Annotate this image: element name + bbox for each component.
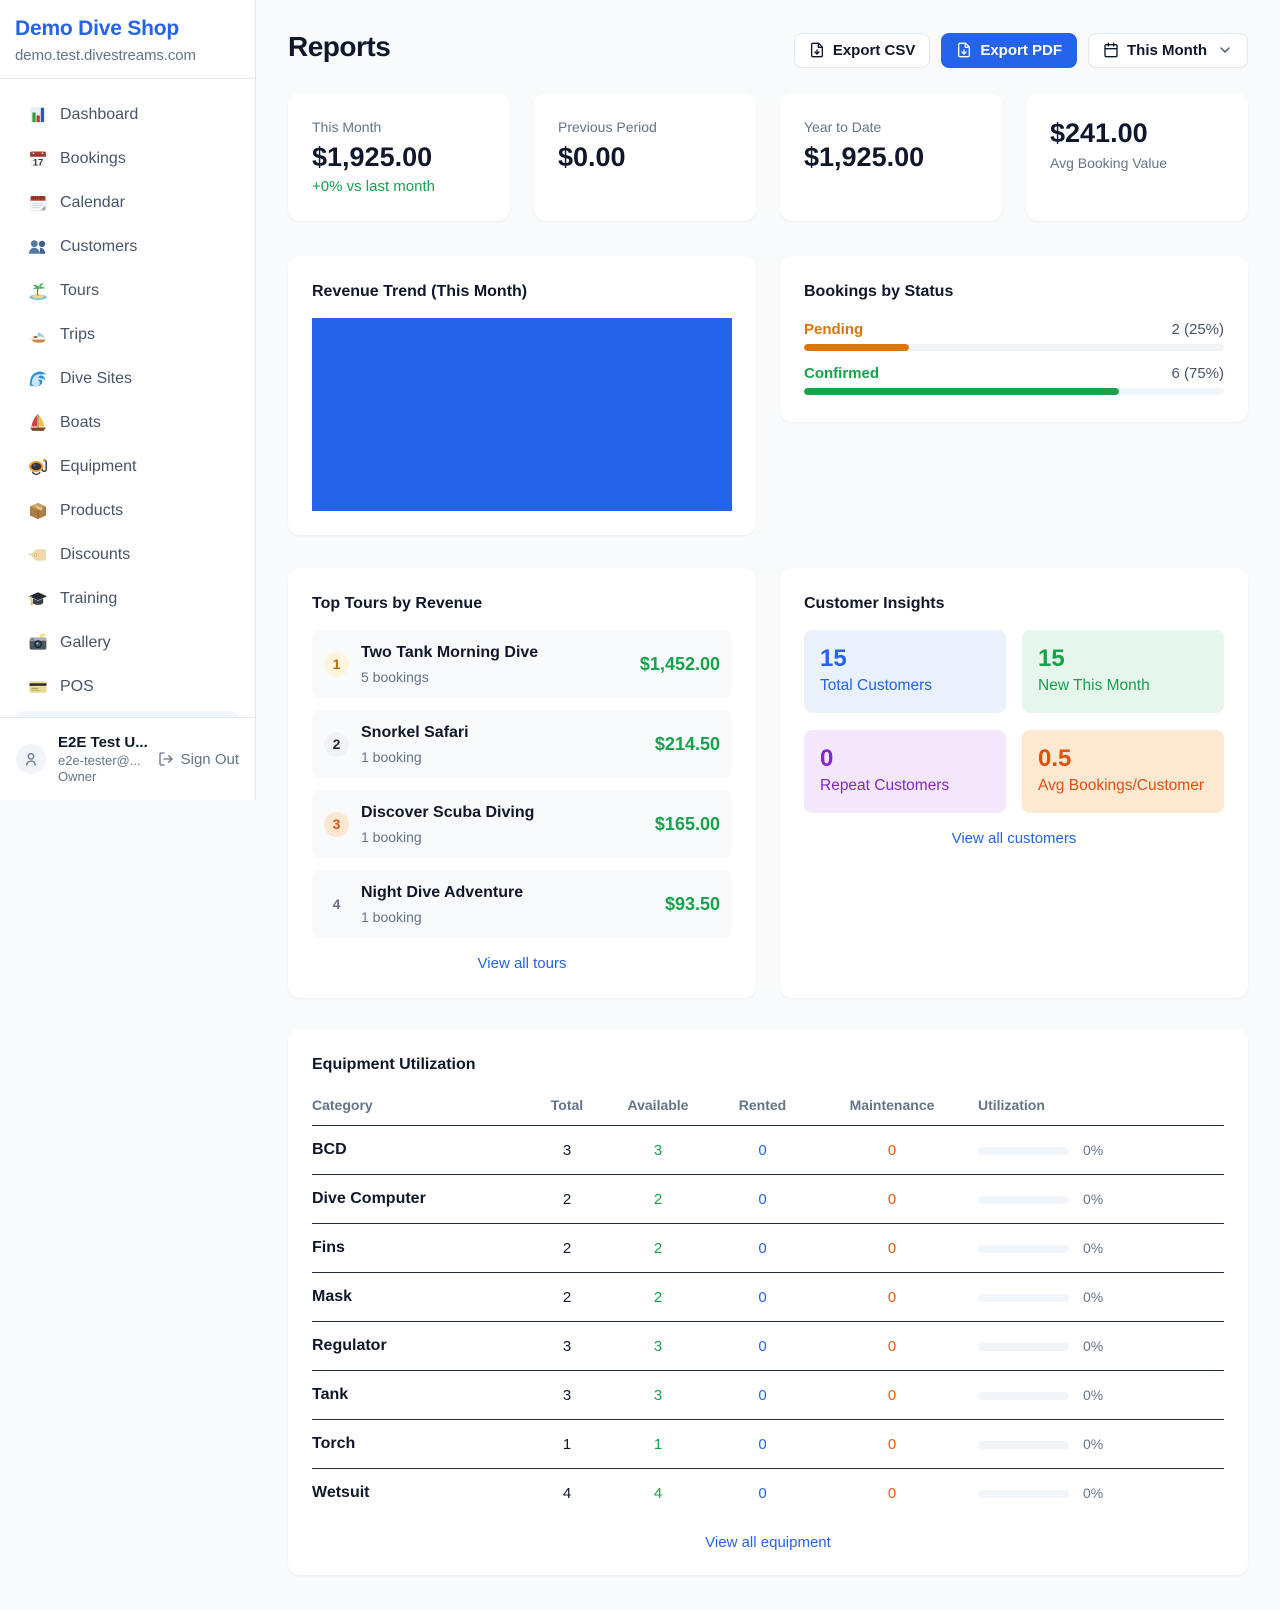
svg-text:17: 17	[33, 157, 44, 168]
